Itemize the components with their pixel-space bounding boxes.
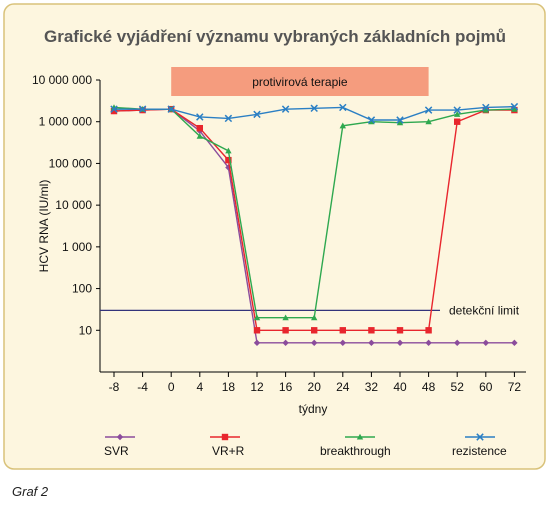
- y-tick-label: 1 000: [62, 240, 92, 254]
- data-point-rezistence: [167, 105, 175, 113]
- x-tick-label: 12: [250, 380, 264, 394]
- x-tick-label: 0: [168, 380, 175, 394]
- legend-label-breakthrough: breakthrough: [320, 444, 391, 458]
- data-point-svr: [225, 164, 232, 171]
- data-point-svr: [253, 339, 261, 347]
- data-point-svr: [368, 339, 375, 347]
- x-tick-label: 72: [508, 380, 522, 394]
- data-point-vr-r: [368, 327, 375, 334]
- data-point-breakthrough: [454, 111, 461, 117]
- data-point-rezistence: [482, 103, 490, 112]
- x-tick-label: -4: [137, 380, 148, 394]
- x-tick-label: 52: [451, 380, 465, 394]
- data-point-rezistence: [396, 116, 404, 124]
- data-point-breakthrough: [225, 147, 232, 154]
- therapy-band: [171, 67, 429, 96]
- data-point-rezistence: [367, 116, 376, 124]
- y-tick-label: 10 000 000: [32, 73, 92, 87]
- x-tick-label: 48: [422, 380, 436, 394]
- data-point-vr-r: [425, 327, 432, 334]
- x-tick-label: 20: [308, 380, 322, 394]
- data-point-breakthrough: [396, 119, 404, 126]
- legend-label-rezistence: rezistence: [452, 444, 507, 458]
- data-point-rezistence: [138, 105, 147, 113]
- data-point-vr-r: [253, 327, 261, 334]
- data-point-vr-r: [110, 107, 118, 115]
- data-point-svr: [339, 339, 346, 347]
- data-point-svr: [482, 339, 489, 347]
- x-tick-label: -8: [109, 380, 120, 394]
- x-tick-label: 60: [479, 380, 493, 394]
- x-tick-label: 18: [222, 380, 236, 394]
- data-point-breakthrough: [425, 118, 432, 125]
- data-point-breakthrough: [482, 106, 489, 113]
- legend-marker-breakthrough: [356, 433, 364, 440]
- figure-caption: Graf 2: [12, 484, 49, 499]
- legend-item-vr-r: VR+R: [210, 433, 245, 458]
- data-point-vr-r: [454, 118, 461, 125]
- data-point-rezistence: [110, 105, 118, 113]
- chart-title: Grafické vyjádření významu vybraných zák…: [44, 27, 506, 46]
- data-point-vr-r: [282, 327, 289, 334]
- legend-marker-svr: [116, 433, 124, 441]
- legend-label-vr-r: VR+R: [212, 444, 245, 458]
- data-point-breakthrough: [368, 118, 375, 125]
- data-point-breakthrough: [253, 314, 261, 321]
- data-point-svr: [425, 339, 432, 347]
- data-point-breakthrough: [339, 122, 346, 129]
- data-point-vr-r: [196, 124, 203, 132]
- data-point-vr-r: [396, 327, 404, 334]
- data-point-rezistence: [310, 104, 318, 113]
- data-point-breakthrough: [511, 105, 518, 112]
- y-axis-label: HCV RNA (IU/ml): [37, 180, 51, 273]
- data-point-rezistence: [281, 105, 290, 113]
- x-tick-label: 32: [365, 380, 379, 394]
- data-point-breakthrough: [311, 314, 318, 321]
- series-rezistence: [110, 102, 519, 124]
- data-point-rezistence: [196, 113, 204, 121]
- legend-label-svr: SVR: [104, 444, 129, 458]
- y-tick-label: 100 000: [49, 156, 93, 170]
- y-tick-label: 10 000: [55, 198, 92, 212]
- data-point-svr: [311, 339, 318, 347]
- data-point-svr: [396, 339, 404, 347]
- legend-marker-rezistence: [476, 433, 484, 441]
- legend-item-rezistence: rezistence: [452, 433, 507, 458]
- data-point-svr: [511, 339, 518, 347]
- data-point-rezistence: [224, 114, 233, 123]
- data-point-rezistence: [510, 102, 519, 111]
- y-tick-label: 1 000 000: [39, 115, 93, 129]
- x-tick-label: 24: [336, 380, 350, 394]
- plot-area: protivirová terapie 10 000 000 1 000 000 10…: [32, 67, 526, 416]
- legend: SVR VR+R breakthrough rezistence: [104, 433, 507, 458]
- detection-limit-label: detekční limit: [449, 303, 520, 317]
- legend-item-svr: SVR: [104, 433, 135, 458]
- legend-marker-vr-r: [221, 433, 229, 441]
- x-axis-label: týdny: [299, 402, 328, 416]
- data-point-rezistence: [424, 106, 433, 114]
- chart-frame: [3, 3, 546, 470]
- x-tick-label: 16: [279, 380, 293, 394]
- data-point-vr-r: [225, 156, 232, 164]
- therapy-band-label: protivirová terapie: [252, 75, 348, 89]
- data-point-vr-r: [339, 327, 346, 334]
- x-tick-label: 40: [393, 380, 407, 394]
- data-point-breakthrough: [196, 132, 203, 139]
- data-point-rezistence: [253, 110, 261, 119]
- data-point-vr-r: [311, 327, 318, 334]
- data-point-svr: [454, 339, 461, 347]
- legend-item-breakthrough: breakthrough: [320, 433, 391, 458]
- y-tick-label: 100: [72, 282, 92, 296]
- data-point-rezistence: [453, 106, 461, 114]
- data-point-breakthrough: [282, 314, 289, 321]
- data-point-svr: [282, 339, 289, 347]
- data-point-rezistence: [339, 103, 347, 112]
- x-tick-label: 4: [196, 380, 203, 394]
- y-tick-label: 10: [79, 323, 93, 337]
